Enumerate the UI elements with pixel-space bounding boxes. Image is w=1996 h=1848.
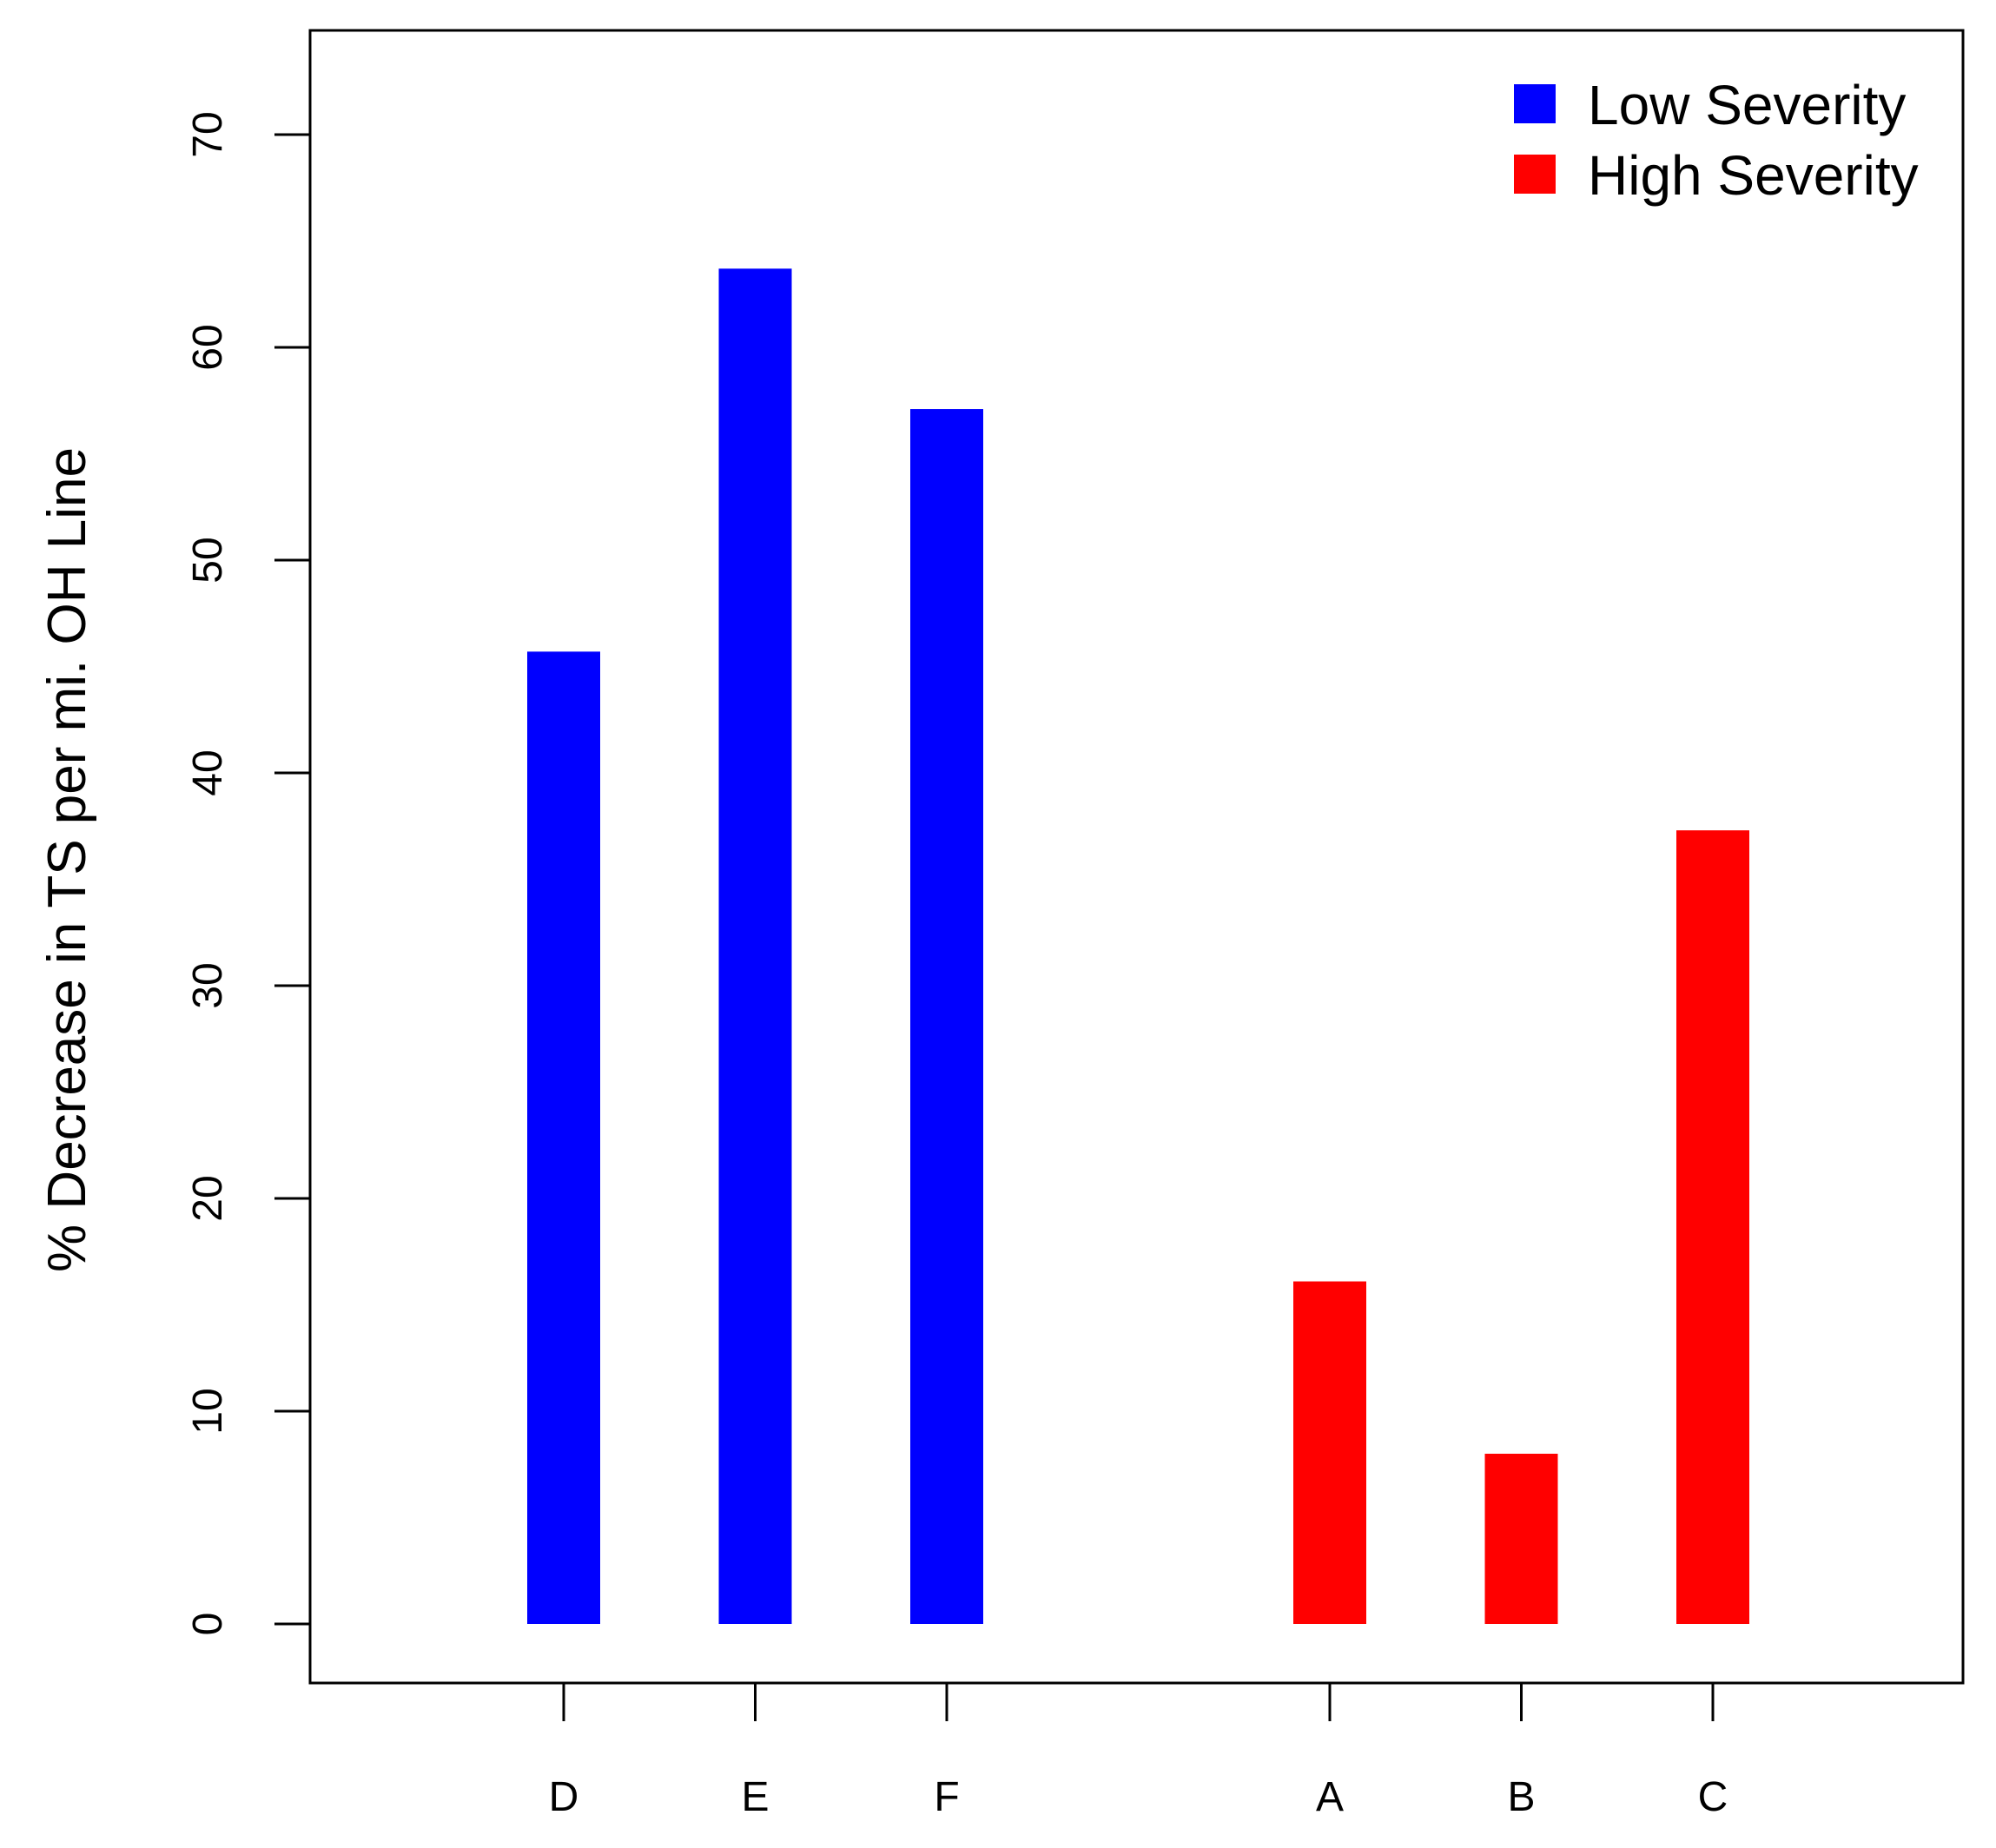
- y-tick-label-60: 60: [185, 324, 231, 370]
- legend-label-high-severity: High Severity: [1588, 144, 1919, 207]
- bar-C: [1676, 830, 1749, 1624]
- y-axis: 0 10 20 30 40 50 60 70: [185, 111, 310, 1635]
- y-tick-label-40: 40: [185, 749, 231, 795]
- y-tick-label-50: 50: [185, 537, 231, 583]
- x-tick-label-C: C: [1698, 1774, 1728, 1820]
- legend: Low Severity High Severity: [1514, 74, 1919, 207]
- bar-D: [527, 651, 600, 1624]
- y-tick-label-70: 70: [185, 111, 231, 157]
- y-tick-label-30: 30: [185, 962, 231, 1008]
- y-tick-label-20: 20: [185, 1175, 231, 1221]
- x-tick-label-B: B: [1507, 1774, 1535, 1820]
- x-tick-label-D: D: [549, 1774, 579, 1820]
- y-tick-label-0: 0: [185, 1613, 231, 1636]
- x-tick-label-F: F: [934, 1774, 959, 1820]
- x-tick-label-A: A: [1316, 1774, 1344, 1820]
- y-axis-title: % Decrease in TS per mi. OH Line: [37, 447, 97, 1272]
- bar-A: [1293, 1281, 1366, 1624]
- legend-swatch-high-severity: [1514, 155, 1556, 194]
- legend-label-low-severity: Low Severity: [1588, 74, 1906, 136]
- bars: [527, 268, 1749, 1625]
- plot-frame: [308, 29, 1965, 1685]
- y-tick-label-10: 10: [185, 1388, 231, 1434]
- bar-E: [718, 268, 792, 1625]
- legend-swatch-low-severity: [1514, 84, 1556, 123]
- x-tick-label-E: E: [741, 1774, 769, 1820]
- bar-B: [1484, 1454, 1558, 1624]
- bar-F: [910, 409, 983, 1624]
